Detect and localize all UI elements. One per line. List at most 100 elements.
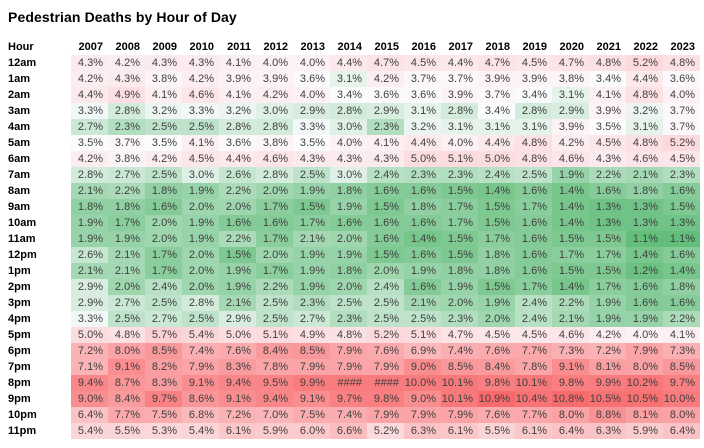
heatmap-cell: 1.6%	[626, 279, 663, 295]
row-label-hour: 2pm	[8, 279, 71, 295]
heatmap-cell: 4.3%	[367, 151, 404, 167]
heatmap-cell: 8.6%	[182, 391, 219, 407]
heatmap-cell: 2.5%	[145, 119, 182, 135]
heatmap-cell: 3.4%	[330, 87, 367, 103]
row-label-hour: 2am	[8, 87, 71, 103]
page-title: Pedestrian Deaths by Hour of Day	[8, 9, 237, 25]
heatmap-cell: 10.9%	[478, 391, 515, 407]
heatmap-cell: 4.2%	[71, 151, 108, 167]
heatmap-cell: 4.1%	[219, 87, 256, 103]
heatmap-cell: 1.5%	[293, 199, 330, 215]
heatmap-cell: 2.0%	[182, 199, 219, 215]
heatmap-cell: 1.4%	[404, 231, 441, 247]
heatmap-cell: 4.2%	[71, 71, 108, 87]
heatmap-cell: 1.9%	[589, 311, 626, 327]
heatmap-cell: 3.6%	[404, 87, 441, 103]
heatmap-cell: 1.8%	[71, 199, 108, 215]
heatmap-cell: 1.4%	[552, 183, 589, 199]
heatmap-cell: 1.3%	[626, 215, 663, 231]
heatmap-cell: 2.0%	[330, 231, 367, 247]
heatmap-cell: 4.7%	[441, 327, 478, 343]
heatmap-cell: 1.5%	[367, 247, 404, 263]
heatmap-cell: 7.0%	[256, 407, 293, 423]
heatmap-cell: 3.1%	[404, 103, 441, 119]
heatmap-cell: 5.4%	[71, 423, 108, 439]
heatmap-cell: 2.2%	[589, 167, 626, 183]
heatmap-cell: 1.5%	[478, 279, 515, 295]
heatmap-cell: 2.2%	[219, 231, 256, 247]
heatmap-cell: 2.1%	[108, 263, 145, 279]
heatmap-cell: 1.5%	[367, 199, 404, 215]
table-row: 3pm 2.9% 2.7% 2.5% 2.8% 2.1% 2.5% 2.3% 2.5% 2.5% 2…	[8, 295, 700, 311]
heatmap-cell: 6.9%	[404, 343, 441, 359]
column-header-year: 2023	[670, 41, 695, 53]
column-header-year: 2014	[337, 41, 362, 53]
heatmap-cell: 5.5%	[108, 423, 145, 439]
heatmap-cell: 1.3%	[626, 199, 663, 215]
heatmap-cell: 2.1%	[108, 247, 145, 263]
heatmap-cell: 4.1%	[663, 327, 700, 343]
heatmap-cell: 1.6%	[589, 183, 626, 199]
heatmap-cell: 3.2%	[626, 103, 663, 119]
heatmap-cell: 10.5%	[626, 391, 663, 407]
heatmap-cell: 4.7%	[478, 55, 515, 71]
heatmap-cell: 2.4%	[367, 167, 404, 183]
heatmap-cell: 4.4%	[478, 135, 515, 151]
row-label-hour: 7am	[8, 167, 71, 183]
heatmap-cell: 1.7%	[108, 215, 145, 231]
heatmap-cell: 1.7%	[145, 263, 182, 279]
row-label-hour: 12am	[8, 55, 71, 71]
heatmap-cell: 3.5%	[589, 119, 626, 135]
heatmap-cell: 3.1%	[515, 119, 552, 135]
heatmap-cell: 7.4%	[330, 407, 367, 423]
heatmap-cell: 1.4%	[552, 199, 589, 215]
heatmap-cell: 4.8%	[589, 55, 626, 71]
column-header-year: 2010	[189, 41, 214, 53]
heatmap-cell: 1.9%	[182, 215, 219, 231]
heatmap-cell: 4.0%	[256, 55, 293, 71]
heatmap-cell: 1.9%	[219, 263, 256, 279]
heatmap-cell: 1.7%	[256, 231, 293, 247]
heatmap-cell: 3.7%	[108, 135, 145, 151]
row-label-hour: 12pm	[8, 247, 71, 263]
heatmap-cell: 2.8%	[441, 103, 478, 119]
heatmap-cell: 4.2%	[182, 71, 219, 87]
header-row: Hour 2007 2008 2009 2010 2011 2012 2013 2014 2015…	[8, 39, 700, 55]
heatmap-cell: 1.8%	[145, 183, 182, 199]
heatmap-cell: 1.7%	[589, 247, 626, 263]
heatmap-cell: 2.5%	[256, 311, 293, 327]
heatmap-cell: 1.5%	[441, 247, 478, 263]
heatmap-cell: 1.8%	[330, 183, 367, 199]
heatmap-cell: 2.1%	[552, 311, 589, 327]
heatmap-cell: 2.4%	[478, 167, 515, 183]
heatmap-cell: 7.7%	[108, 407, 145, 423]
heatmap-cell: 8.0%	[663, 407, 700, 423]
row-label-hour: 4pm	[8, 311, 71, 327]
heatmap-cell: 1.8%	[441, 263, 478, 279]
heatmap-cell: 7.9%	[330, 359, 367, 375]
heatmap-cell: 8.0%	[552, 407, 589, 423]
heatmap-cell: 8.5%	[145, 343, 182, 359]
heatmap-cell: 2.0%	[367, 263, 404, 279]
heatmap-cell: 1.4%	[478, 183, 515, 199]
heatmap-cell: 1.8%	[626, 183, 663, 199]
table-row: 12pm 2.6% 2.1% 1.7% 2.0% 1.5% 2.0% 1.9% 1.9% 1.5%…	[8, 247, 700, 263]
heatmap-cell: 1.6%	[367, 183, 404, 199]
heatmap-cell: 3.5%	[293, 135, 330, 151]
heatmap-cell: 1.6%	[330, 215, 367, 231]
heatmap-cell: 1.6%	[256, 215, 293, 231]
heatmap-cell: 1.6%	[515, 247, 552, 263]
row-label-hour: 1pm	[8, 263, 71, 279]
heatmap-cell: 1.7%	[515, 279, 552, 295]
heatmap-cell: 4.3%	[330, 151, 367, 167]
heatmap-cell: 2.3%	[441, 167, 478, 183]
heatmap-cell: 1.9%	[330, 199, 367, 215]
column-header-year: 2018	[485, 41, 510, 53]
heatmap-cell: 3.2%	[145, 103, 182, 119]
heatmap-cell: 5.2%	[626, 55, 663, 71]
heatmap-cell: 1.9%	[441, 279, 478, 295]
heatmap-cell: 8.4%	[478, 359, 515, 375]
heatmap-cell: 2.2%	[256, 279, 293, 295]
heatmap-cell: 1.8%	[478, 247, 515, 263]
heatmap-cell: 1.5%	[589, 231, 626, 247]
